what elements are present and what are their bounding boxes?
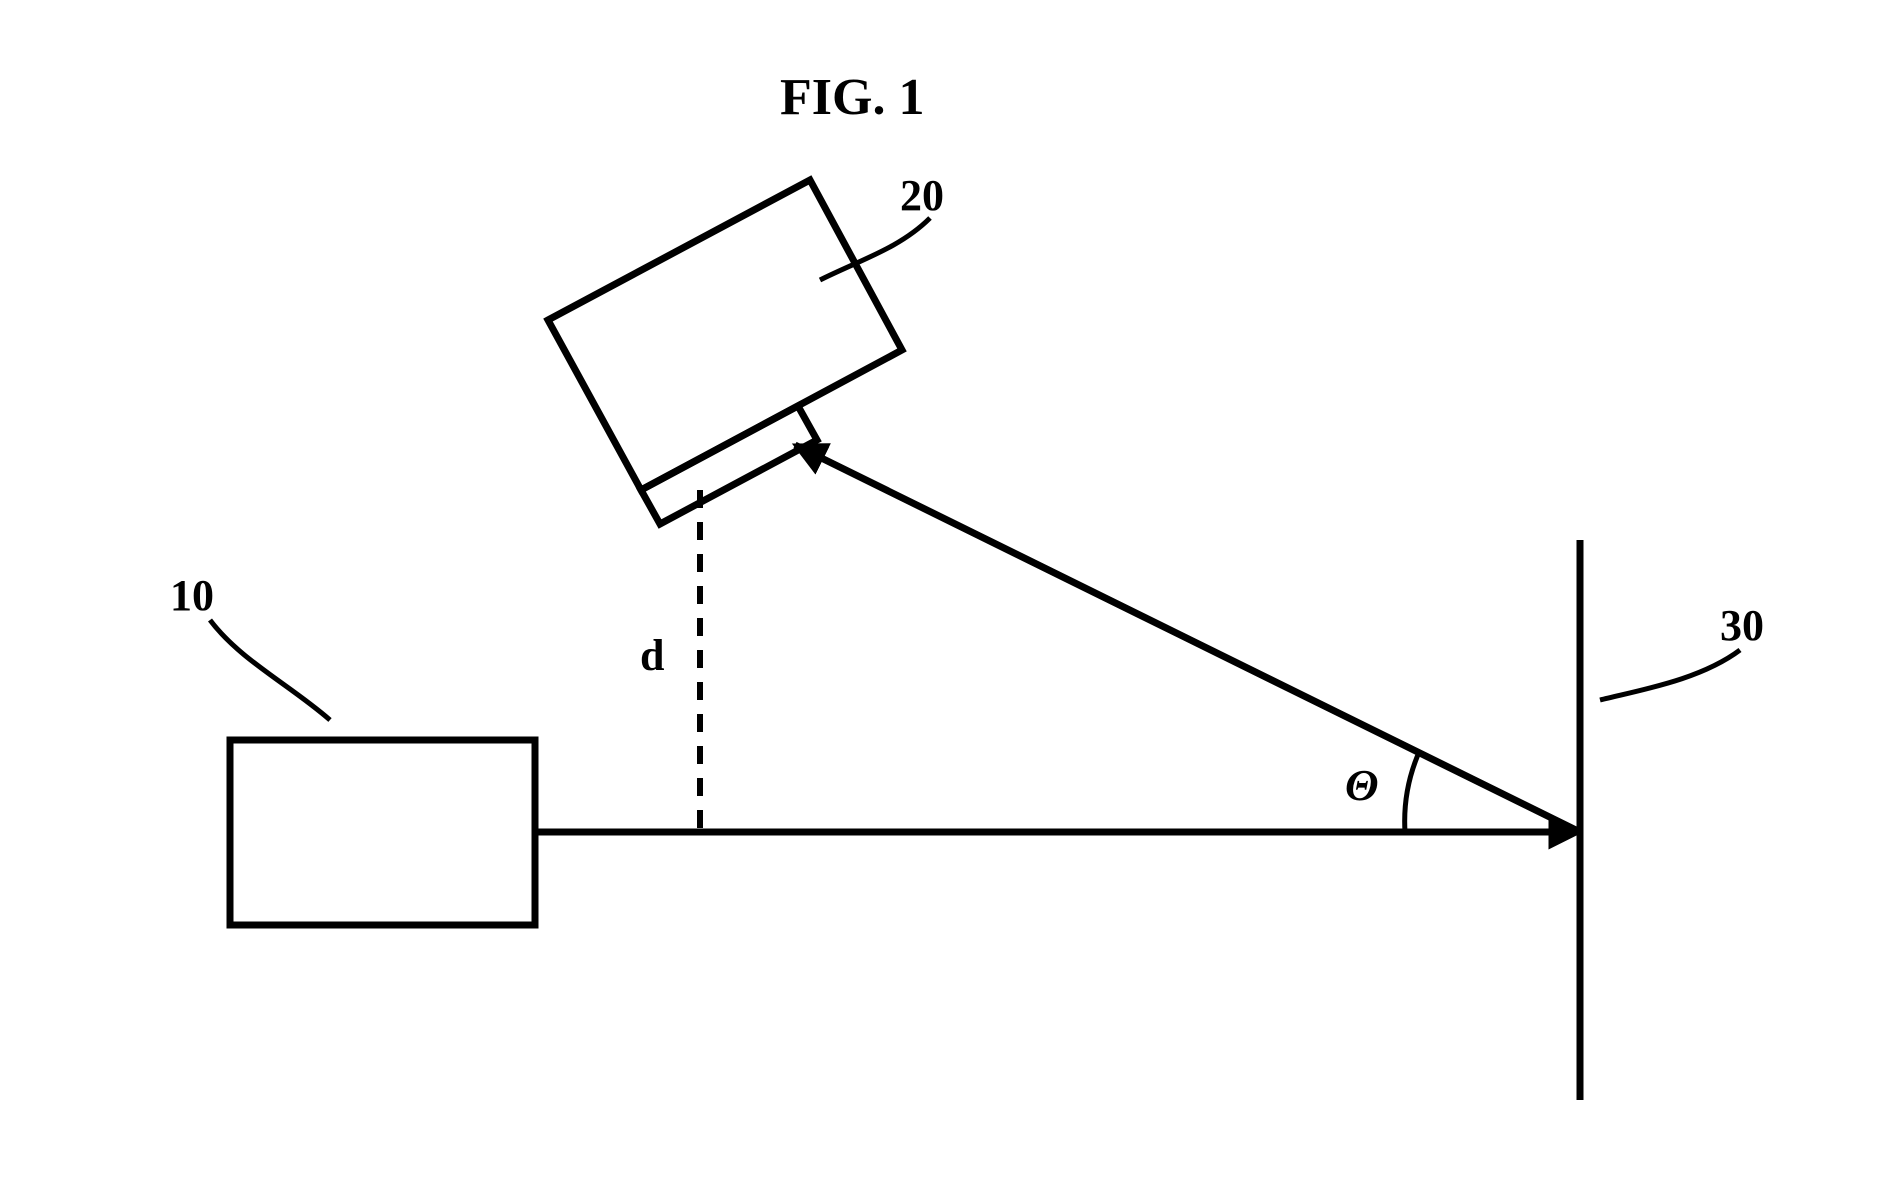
figure-container: FIG. 1 10 20 30 d Θ (0, 0, 1883, 1193)
block-20-tip (641, 406, 817, 524)
leader-30 (1600, 650, 1740, 700)
theta-arc (1405, 750, 1420, 832)
diagram-svg (0, 0, 1883, 1193)
block-10 (230, 740, 535, 925)
beam-to-20 (795, 445, 1580, 832)
leader-10 (210, 620, 330, 720)
